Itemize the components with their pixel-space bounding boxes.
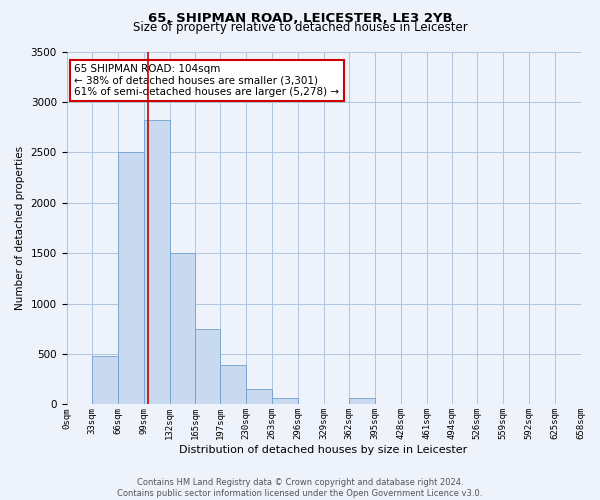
Bar <box>246 390 272 404</box>
Bar <box>170 253 196 404</box>
Bar <box>220 365 246 405</box>
Bar <box>196 329 220 404</box>
Text: Size of property relative to detached houses in Leicester: Size of property relative to detached ho… <box>133 22 467 35</box>
X-axis label: Distribution of detached houses by size in Leicester: Distribution of detached houses by size … <box>179 445 467 455</box>
Bar <box>272 398 298 404</box>
Bar <box>349 398 375 404</box>
Text: 65, SHIPMAN ROAD, LEICESTER, LE3 2YB: 65, SHIPMAN ROAD, LEICESTER, LE3 2YB <box>148 12 452 24</box>
Bar <box>92 356 118 405</box>
Y-axis label: Number of detached properties: Number of detached properties <box>15 146 25 310</box>
Bar <box>144 120 170 405</box>
Text: Contains HM Land Registry data © Crown copyright and database right 2024.
Contai: Contains HM Land Registry data © Crown c… <box>118 478 482 498</box>
Text: 65 SHIPMAN ROAD: 104sqm
← 38% of detached houses are smaller (3,301)
61% of semi: 65 SHIPMAN ROAD: 104sqm ← 38% of detache… <box>74 64 340 97</box>
Bar <box>118 152 144 404</box>
